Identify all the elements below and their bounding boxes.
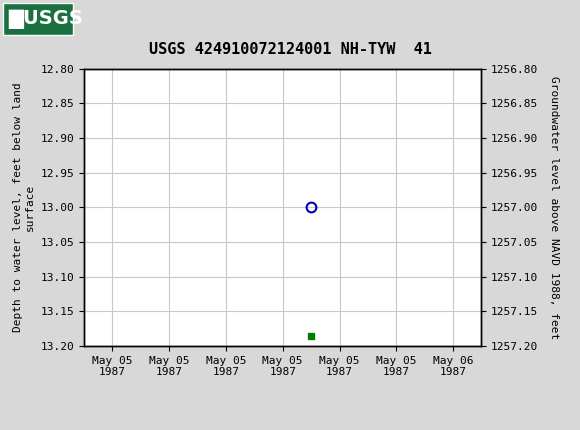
Text: █USGS: █USGS xyxy=(9,9,84,29)
Text: USGS 424910072124001 NH-TYW  41: USGS 424910072124001 NH-TYW 41 xyxy=(148,42,432,57)
FancyBboxPatch shape xyxy=(3,3,72,35)
Y-axis label: Depth to water level, feet below land
surface: Depth to water level, feet below land su… xyxy=(13,83,35,332)
Y-axis label: Groundwater level above NAVD 1988, feet: Groundwater level above NAVD 1988, feet xyxy=(549,76,560,339)
